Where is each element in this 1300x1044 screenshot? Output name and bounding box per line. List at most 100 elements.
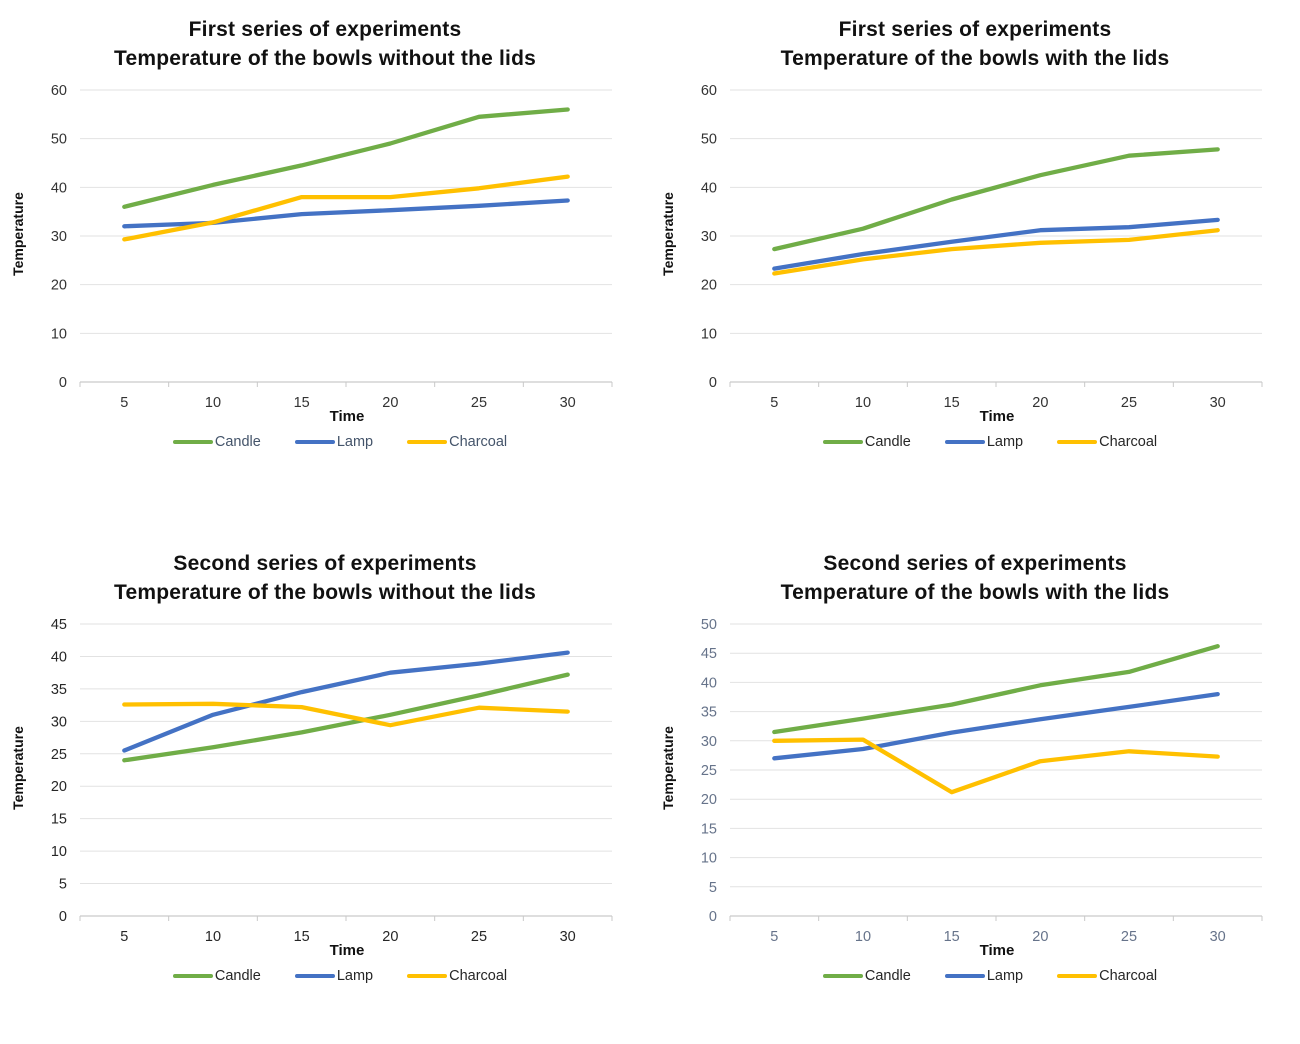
legend-label: Lamp xyxy=(336,433,374,450)
series-line-charcoal xyxy=(122,701,570,728)
lamp-line-swatch xyxy=(944,439,985,445)
svg-text:50: 50 xyxy=(701,132,717,148)
line-chart: 0 5 10 15 20 25 30 35 40 45 50 5 10 15 20 25 30 xyxy=(701,617,1263,945)
svg-text:10: 10 xyxy=(205,395,221,411)
series-line-charcoal xyxy=(772,227,1220,276)
svg-text:5: 5 xyxy=(770,929,778,945)
svg-text:30: 30 xyxy=(701,229,717,245)
svg-text:10: 10 xyxy=(51,326,67,342)
legend-label: Candle xyxy=(214,967,261,984)
legend-item-candle: Candle xyxy=(172,433,261,450)
legend-item-candle: Candle xyxy=(822,433,911,450)
svg-text:25: 25 xyxy=(471,395,487,411)
svg-text:20: 20 xyxy=(382,395,398,411)
svg-text:15: 15 xyxy=(701,821,717,837)
candle-line-swatch xyxy=(172,973,213,979)
chart-title-line1: Second series of experiments xyxy=(173,552,477,575)
plot-area: Temperature 0 5 10 15 20 25 30 35 40 45 5 10 15 20 25 3… xyxy=(0,610,650,946)
svg-text:15: 15 xyxy=(944,929,960,945)
svg-text:30: 30 xyxy=(701,734,717,750)
svg-text:10: 10 xyxy=(855,395,871,411)
series-line-charcoal xyxy=(122,174,570,242)
chart-legend: Candle Lamp Charcoal xyxy=(650,434,1300,450)
legend-label: Candle xyxy=(864,433,911,450)
chart-second-series-with-lids: Second series of experiments Temperature… xyxy=(650,520,1300,1044)
legend-item-lamp: Lamp xyxy=(944,967,1024,984)
svg-text:5: 5 xyxy=(120,929,128,945)
plot-area: Temperature 0 5 10 15 20 25 30 35 40 45 50 5 10 15 20 2… xyxy=(650,610,1300,946)
svg-text:40: 40 xyxy=(701,180,717,196)
chart-title-line2: Temperature of the bowls with the lids xyxy=(780,580,1170,604)
chart-title-line2: Temperature of the bowls with the lids xyxy=(780,46,1170,70)
svg-text:45: 45 xyxy=(51,617,67,633)
svg-text:60: 60 xyxy=(701,83,717,99)
lamp-line-swatch xyxy=(294,439,335,445)
svg-text:20: 20 xyxy=(1032,395,1048,411)
charcoal-line-swatch xyxy=(407,439,448,445)
series-line-candle xyxy=(122,107,570,209)
legend-item-charcoal: Charcoal xyxy=(1057,968,1157,984)
svg-text:20: 20 xyxy=(1032,929,1048,945)
svg-text:0: 0 xyxy=(709,375,717,391)
candle-line-swatch xyxy=(172,439,213,445)
chart-first-series-without-lids: First series of experiments Temperature … xyxy=(0,0,650,520)
svg-text:30: 30 xyxy=(51,229,67,245)
line-chart: 0 10 20 30 40 50 60 5 10 15 20 25 30 xyxy=(701,83,1263,411)
series-line-candle xyxy=(122,672,570,763)
svg-text:15: 15 xyxy=(944,395,960,411)
svg-text:0: 0 xyxy=(59,909,67,925)
series-line-candle xyxy=(772,147,1220,252)
chart-second-series-without-lids: Second series of experiments Temperature… xyxy=(0,520,650,1044)
svg-text:30: 30 xyxy=(1210,395,1226,411)
series-line-charcoal xyxy=(772,737,1220,795)
svg-text:0: 0 xyxy=(59,375,67,391)
svg-text:40: 40 xyxy=(51,180,67,196)
chart-first-series-with-lids: First series of experiments Temperature … xyxy=(650,0,1300,520)
svg-text:10: 10 xyxy=(701,326,717,342)
chart-legend: Candle Lamp Charcoal xyxy=(650,968,1300,984)
svg-text:30: 30 xyxy=(560,395,576,411)
legend-item-lamp: Lamp xyxy=(294,433,374,450)
svg-text:15: 15 xyxy=(294,929,310,945)
y-axis-label: Temperature xyxy=(10,192,26,276)
svg-text:10: 10 xyxy=(51,844,67,860)
chart-title: First series of experiments Temperature … xyxy=(0,16,650,74)
chart-title-line2: Temperature of the bowls without the lid… xyxy=(114,46,536,70)
svg-text:35: 35 xyxy=(51,682,67,698)
legend-item-charcoal: Charcoal xyxy=(407,968,507,984)
svg-text:20: 20 xyxy=(701,278,717,294)
chart-title-line1: First series of experiments xyxy=(188,18,462,41)
legend-label: Lamp xyxy=(336,967,374,984)
svg-text:60: 60 xyxy=(51,83,67,99)
x-axis-label: Time xyxy=(979,407,1015,425)
charcoal-line-swatch xyxy=(1057,439,1098,445)
line-chart: 0 10 20 30 40 50 60 5 10 15 20 25 30 xyxy=(51,83,613,411)
x-axis-label: Time xyxy=(329,941,365,959)
legend-item-candle: Candle xyxy=(822,968,911,984)
svg-text:20: 20 xyxy=(701,792,717,808)
y-axis-label: Temperature xyxy=(660,192,676,276)
svg-text:25: 25 xyxy=(1121,395,1137,411)
legend-label: Charcoal xyxy=(449,967,508,984)
svg-text:50: 50 xyxy=(701,617,717,633)
chart-title: Second series of experiments Temperature… xyxy=(650,550,1300,608)
legend-label: Lamp xyxy=(986,967,1024,984)
svg-text:20: 20 xyxy=(382,929,398,945)
lamp-line-swatch xyxy=(294,973,335,979)
svg-text:40: 40 xyxy=(51,649,67,665)
chart-title: First series of experiments Temperature … xyxy=(650,16,1300,74)
svg-text:20: 20 xyxy=(51,278,67,294)
chart-title-line1: Second series of experiments xyxy=(823,552,1127,575)
svg-text:20: 20 xyxy=(51,779,67,795)
series-line-lamp xyxy=(772,217,1220,271)
line-chart: 0 5 10 15 20 25 30 35 40 45 5 10 15 20 25 30 xyxy=(51,617,613,945)
svg-text:10: 10 xyxy=(855,929,871,945)
svg-text:30: 30 xyxy=(560,929,576,945)
legend-item-charcoal: Charcoal xyxy=(407,434,507,450)
legend-label: Candle xyxy=(214,433,261,450)
svg-text:15: 15 xyxy=(294,395,310,411)
y-axis-label: Temperature xyxy=(10,726,26,810)
svg-text:10: 10 xyxy=(205,929,221,945)
legend-label: Charcoal xyxy=(449,433,508,450)
